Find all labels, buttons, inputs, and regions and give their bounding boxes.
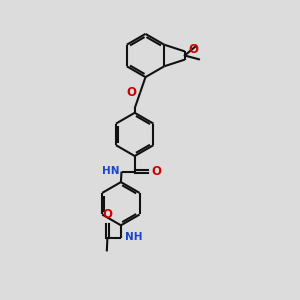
Text: NH: NH xyxy=(125,232,142,242)
Text: O: O xyxy=(189,44,199,56)
Text: O: O xyxy=(126,86,136,99)
Text: O: O xyxy=(102,208,112,221)
Text: O: O xyxy=(151,165,161,178)
Text: HN: HN xyxy=(102,166,119,176)
